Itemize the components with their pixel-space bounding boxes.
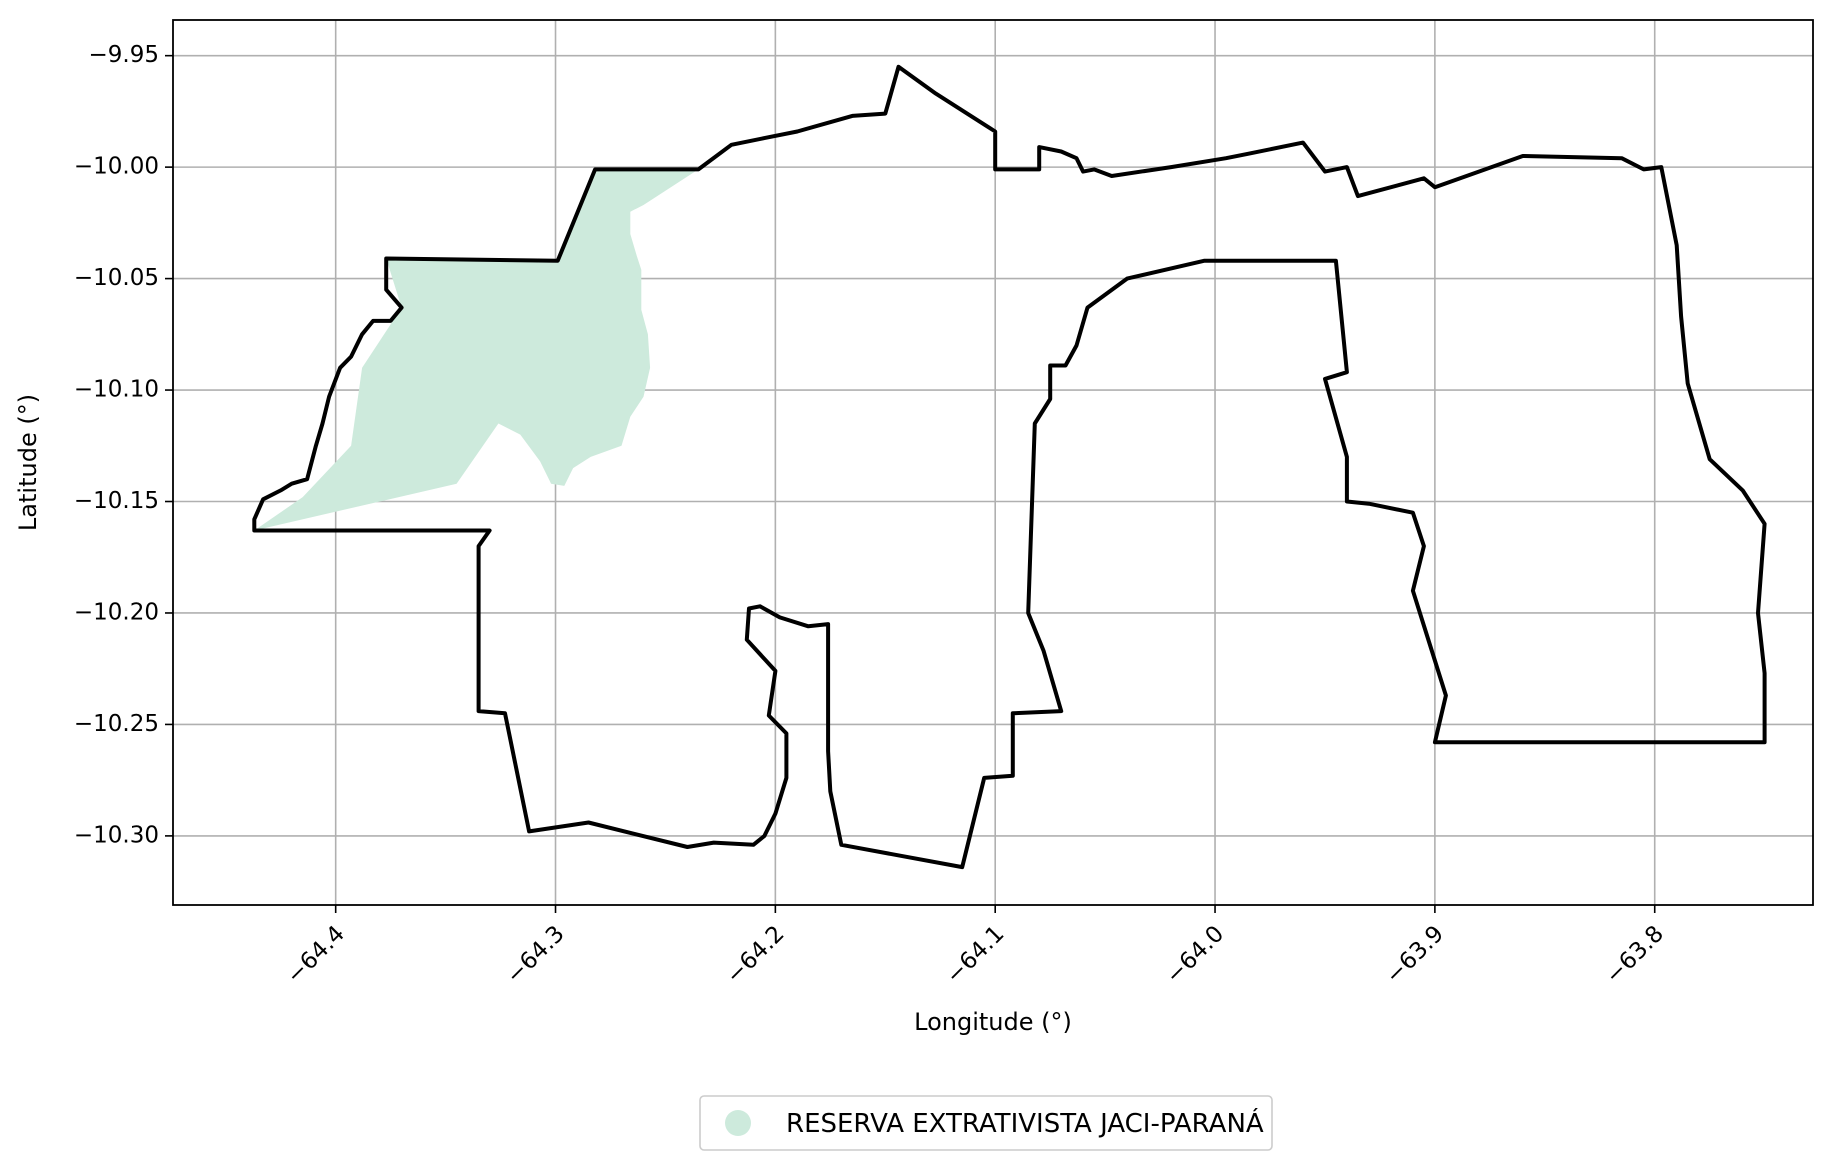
y-tick-label: −10.20	[74, 599, 159, 625]
plot-frame	[172, 19, 1814, 906]
y-tick-label: −10.25	[74, 711, 159, 737]
y-axis-label: Latitude (°)	[14, 394, 42, 531]
legend: RESERVA EXTRATIVISTA JACI-PARANÁ	[699, 1095, 1273, 1151]
boundary-outline-layer	[252, 64, 1767, 870]
x-tick-label: −64.2	[721, 921, 789, 989]
y-tick-label: −10.05	[74, 265, 159, 291]
x-tick-label: −64.0	[1161, 921, 1229, 989]
y-tick-label: −10.30	[74, 822, 159, 848]
y-tick-label: −10.00	[74, 154, 159, 180]
x-axis-label: Longitude (°)	[914, 1008, 1072, 1036]
x-tick-label: −63.8	[1601, 921, 1669, 989]
x-tick-label: −64.3	[502, 921, 570, 989]
x-tick-label: −64.4	[282, 921, 350, 989]
legend-box	[699, 1095, 1273, 1151]
y-tick-label: −10.15	[74, 488, 159, 514]
reserve-area	[254, 169, 699, 531]
y-tick-label: −10.10	[74, 377, 159, 403]
boundary-outline	[252, 64, 1767, 870]
reserve-area-layer	[254, 169, 699, 531]
x-tick-label: −64.1	[941, 921, 1009, 989]
legend-marker	[725, 1110, 751, 1136]
x-tick-label: −63.9	[1381, 921, 1449, 989]
legend-label: RESERVA EXTRATIVISTA JACI-PARANÁ	[786, 1107, 1264, 1139]
y-tick-label: −9.95	[89, 42, 159, 68]
